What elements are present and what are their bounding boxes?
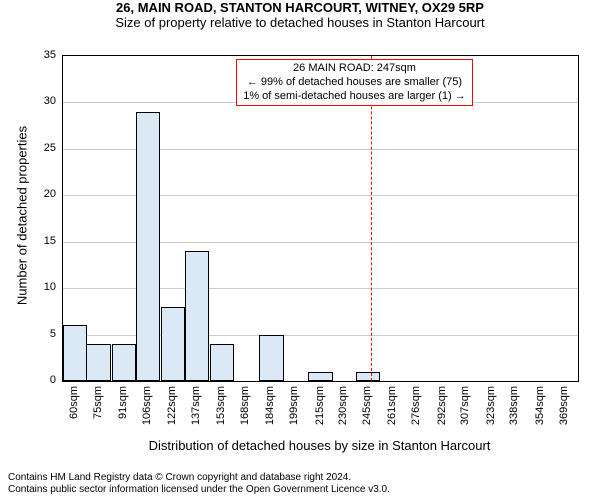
x-tick-label: 307sqm: [459, 386, 471, 425]
y-tick-label: 15: [44, 235, 56, 247]
histogram-bar: [112, 344, 136, 381]
y-tick-label: 30: [44, 95, 56, 107]
x-tick-label: 215sqm: [314, 386, 326, 425]
footer-attribution: Contains HM Land Registry data © Crown c…: [8, 472, 390, 496]
histogram-bar: [308, 372, 332, 381]
x-tick-label: 292sqm: [436, 386, 448, 425]
histogram-bar: [210, 344, 234, 381]
page-subtitle: Size of property relative to detached ho…: [0, 15, 600, 30]
y-tick-label: 25: [44, 142, 56, 154]
x-tick-label: 369sqm: [558, 386, 570, 425]
x-tick-label: 75sqm: [92, 386, 104, 419]
x-tick-label: 60sqm: [68, 386, 80, 419]
x-tick-label: 168sqm: [239, 386, 251, 425]
x-tick-label: 199sqm: [288, 386, 300, 425]
callout-line-1: 26 MAIN ROAD: 247sqm: [243, 62, 466, 76]
y-tick-label: 0: [50, 374, 56, 386]
x-tick-label: 122sqm: [166, 386, 178, 425]
x-tick-label: 276sqm: [410, 386, 422, 425]
x-tick-label: 153sqm: [215, 386, 227, 425]
histogram-bar: [86, 344, 110, 381]
histogram-bar: [185, 251, 209, 381]
x-tick-label: 230sqm: [337, 386, 349, 425]
y-tick-label: 5: [50, 328, 56, 340]
histogram-bar: [259, 335, 283, 381]
footer-line-2: Contains public sector information licen…: [8, 484, 390, 496]
callout-line-2: ← 99% of detached houses are smaller (75…: [243, 76, 466, 90]
page-title: 26, MAIN ROAD, STANTON HARCOURT, WITNEY,…: [0, 0, 600, 15]
property-callout: 26 MAIN ROAD: 247sqm ← 99% of detached h…: [236, 59, 473, 106]
x-tick-label: 106sqm: [141, 386, 153, 425]
x-tick-label: 137sqm: [190, 386, 202, 425]
y-axis-label: Number of detached properties: [15, 115, 30, 315]
footer-line-1: Contains HM Land Registry data © Crown c…: [8, 472, 390, 484]
x-tick-label: 245sqm: [361, 386, 373, 425]
histogram-bar: [356, 372, 380, 381]
y-tick-label: 20: [44, 188, 56, 200]
x-tick-label: 323sqm: [485, 386, 497, 425]
histogram-bar: [136, 112, 160, 381]
y-tick-label: 35: [44, 49, 56, 61]
x-tick-label: 91sqm: [117, 386, 129, 419]
y-tick-label: 10: [44, 281, 56, 293]
callout-line-3: 1% of semi-detached houses are larger (1…: [243, 90, 466, 104]
x-tick-label: 184sqm: [264, 386, 276, 425]
x-tick-label: 261sqm: [386, 386, 398, 425]
histogram-bar: [161, 307, 185, 381]
x-tick-label: 354sqm: [534, 386, 546, 425]
x-tick-label: 338sqm: [508, 386, 520, 425]
x-axis-label: Distribution of detached houses by size …: [62, 438, 577, 453]
histogram-bar: [63, 325, 87, 381]
